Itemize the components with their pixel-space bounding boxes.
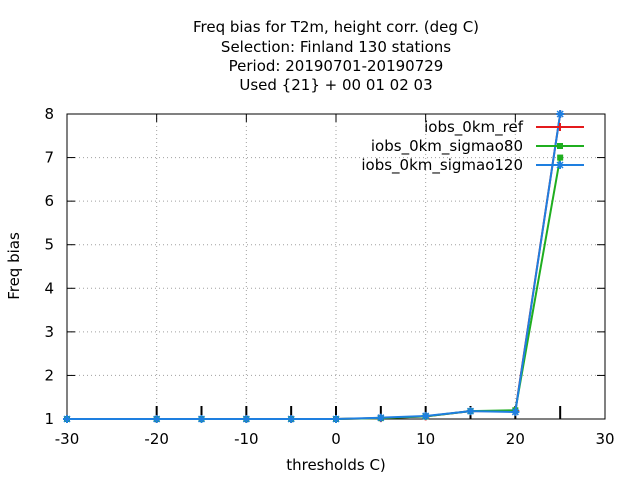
point-star-d2 xyxy=(197,415,206,423)
series-point xyxy=(556,110,565,118)
chart-title: Freq bias for T2m, height corr. (deg C) … xyxy=(193,18,479,94)
y-tick-label: 4 xyxy=(44,279,54,297)
y-tick-label: 6 xyxy=(44,192,54,210)
x-tick-label: 20 xyxy=(506,430,525,448)
point-star-d2 xyxy=(63,415,71,423)
point-star-d2 xyxy=(153,415,161,423)
series-iobs_0km_sigmao120 xyxy=(63,110,565,423)
chart-title-line-2: Selection: Finland 130 stations xyxy=(221,38,451,56)
series-point xyxy=(421,411,430,420)
series-point xyxy=(63,415,71,423)
series-line xyxy=(67,157,562,420)
point-star-d2 xyxy=(242,415,250,423)
y-tick-label: 8 xyxy=(44,105,54,123)
series-point xyxy=(557,154,564,161)
series-point xyxy=(556,161,564,169)
chart-title-line-1: Freq bias for T2m, height corr. (deg C) xyxy=(193,18,479,36)
y-tick-label: 2 xyxy=(44,366,54,384)
series-point xyxy=(557,143,563,149)
tick-labels: -30 -20 -10 0 10 20 30 1 2 3 4 5 6 7 8 xyxy=(44,105,614,448)
y-tick-label: 1 xyxy=(44,410,54,428)
legend-label: iobs_0km_ref xyxy=(424,118,524,137)
x-axis-title: thresholds C) xyxy=(286,456,386,474)
y-tick-label: 3 xyxy=(44,323,54,341)
point-star-d2 xyxy=(422,412,430,420)
x-tick-label: 10 xyxy=(416,430,435,448)
series-point xyxy=(197,415,206,423)
series-point xyxy=(466,407,475,416)
series-point xyxy=(287,415,296,423)
legend: iobs_0km_refiobs_0km_sigmao80iobs_0km_si… xyxy=(361,118,584,175)
x-tick-label: 0 xyxy=(331,430,341,448)
y-tick-label: 7 xyxy=(44,149,54,167)
point-star-d2 xyxy=(511,408,519,416)
series-point xyxy=(376,413,385,422)
y-axis-title: Freq bias xyxy=(5,232,23,300)
point-star-d2 xyxy=(556,110,564,118)
point-star-d2 xyxy=(332,415,340,423)
series-iobs_0km_sigmao80 xyxy=(64,154,564,422)
chart-title-line-4: Used {21} + 00 01 02 03 xyxy=(239,76,432,94)
x-tick-label: -20 xyxy=(144,430,169,448)
x-tick-label: -10 xyxy=(234,430,259,448)
series-point xyxy=(332,415,340,423)
grid xyxy=(67,114,605,419)
point-star-d2 xyxy=(377,414,385,422)
point-star-d2 xyxy=(466,407,475,415)
legend-label: iobs_0km_sigmao80 xyxy=(371,137,523,156)
x-tick-label: 30 xyxy=(595,430,614,448)
point-star-d2 xyxy=(556,161,564,169)
point-star-d2 xyxy=(287,415,295,423)
series-point xyxy=(556,123,564,131)
series-point xyxy=(242,415,251,423)
series-layer xyxy=(63,110,565,423)
x-tick-label: -30 xyxy=(55,430,80,448)
series-point xyxy=(511,408,520,417)
chart-title-line-3: Period: 20190701-20190729 xyxy=(229,57,444,75)
legend-label: iobs_0km_sigmao120 xyxy=(361,156,523,175)
y-tick-label: 5 xyxy=(44,236,54,254)
series-point xyxy=(152,415,161,423)
